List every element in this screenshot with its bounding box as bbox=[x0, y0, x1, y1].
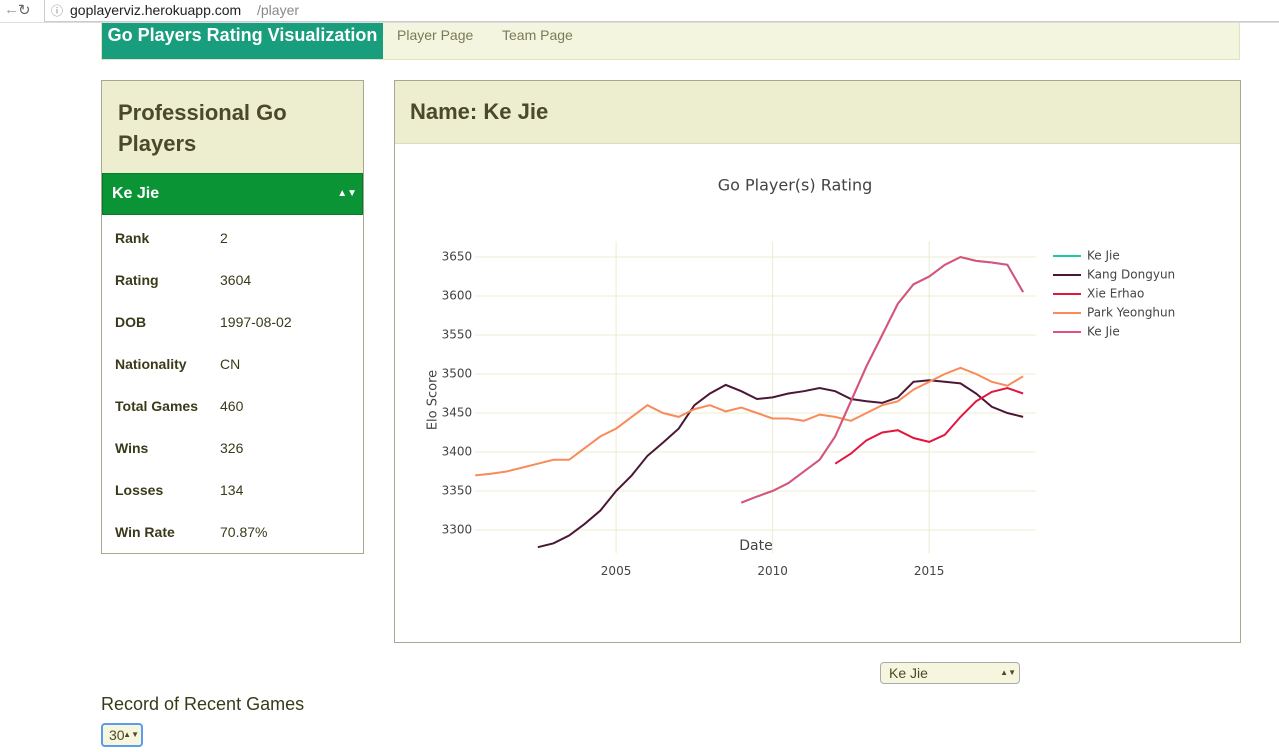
legend-label: Kang Dongyun bbox=[1087, 268, 1175, 282]
chart: Go Player(s) Rating Date Elo Score 3300 3… bbox=[426, 176, 1176, 578]
back-button[interactable]: ← bbox=[4, 1, 19, 18]
select-arrows: ▲▼ bbox=[123, 730, 139, 739]
chart-select-value: Ke Jie bbox=[889, 665, 928, 681]
chart-player-select[interactable]: Ke Jie ▲▼ bbox=[880, 662, 1020, 684]
y-tick-label: 3650 bbox=[442, 250, 473, 264]
info-value: 2 bbox=[220, 230, 228, 246]
series-line bbox=[537, 379, 1024, 549]
url-host: goplayerviz.herokuapp.com bbox=[70, 2, 242, 18]
selected-player: Ke Jie bbox=[112, 185, 160, 202]
chart-title: Go Player(s) Rating bbox=[718, 176, 873, 195]
select-arrows: ▲▼ bbox=[337, 188, 357, 199]
info-value: 3604 bbox=[220, 272, 252, 288]
info-value: 70.87% bbox=[220, 524, 268, 540]
info-label: Rank bbox=[115, 230, 150, 246]
nav-link[interactable]: Team Page bbox=[502, 27, 573, 43]
info-label: Rating bbox=[115, 272, 159, 288]
recent-count: 30 bbox=[109, 727, 125, 743]
info-label: Win Rate bbox=[115, 524, 175, 540]
x-tick-label: 2005 bbox=[601, 564, 632, 578]
chart-panel: Name: Ke Jie Go Player(s) Rating Date El… bbox=[394, 80, 1241, 643]
info-label: DOB bbox=[115, 314, 147, 330]
player-select[interactable]: Ke Jie ▲▼ bbox=[102, 173, 363, 215]
reload-button[interactable]: ↻ bbox=[18, 2, 31, 19]
recent-title: Record of Recent Games bbox=[101, 694, 305, 714]
info-label: Losses bbox=[115, 482, 164, 498]
y-axis-label: Elo Score bbox=[426, 370, 441, 430]
x-axis-label: Date bbox=[739, 538, 772, 554]
y-tick-label: 3500 bbox=[442, 367, 473, 381]
x-tick-label: 2015 bbox=[914, 564, 945, 578]
series-line bbox=[834, 386, 1024, 465]
info-label: Total Games bbox=[115, 398, 198, 414]
card-header: Professional Go Players bbox=[102, 81, 363, 173]
y-tick-label: 3400 bbox=[442, 445, 473, 459]
x-tick-label: 2010 bbox=[757, 564, 788, 578]
browser-bar: ← ↻ ⓘ goplayerviz.herokuapp.com/player bbox=[0, 0, 1279, 23]
card-title: Professional Go Players bbox=[118, 100, 287, 156]
legend-label: Park Yeonghun bbox=[1087, 306, 1175, 320]
info-value: CN bbox=[220, 356, 241, 372]
recent-count-select[interactable]: 30 ▲▼ bbox=[101, 723, 143, 747]
info-value: 326 bbox=[220, 440, 244, 456]
legend-label: Xie Erhao bbox=[1087, 287, 1144, 301]
legend-label: Ke Jie bbox=[1087, 249, 1120, 263]
info-value: 460 bbox=[220, 398, 244, 414]
url-path: /player bbox=[257, 2, 300, 18]
info-value: 1997-08-02 bbox=[220, 314, 292, 330]
legend-label: Ke Jie bbox=[1087, 325, 1120, 339]
series-line bbox=[740, 255, 1024, 504]
y-tick-label: 3600 bbox=[442, 289, 473, 303]
panel-header: Name: Ke Jie bbox=[395, 81, 1240, 144]
y-tick-label: 3300 bbox=[442, 523, 473, 537]
nav-link[interactable]: Player Page bbox=[397, 27, 474, 43]
info-label: Wins bbox=[115, 440, 149, 456]
select-arrows: ▲▼ bbox=[1000, 668, 1016, 677]
info-icon: ⓘ bbox=[51, 4, 64, 18]
y-tick-label: 3550 bbox=[442, 328, 473, 342]
info-label: Nationality bbox=[115, 356, 187, 372]
y-tick-label: 3350 bbox=[442, 484, 473, 498]
panel-title: Name: Ke Jie bbox=[410, 99, 549, 124]
player-card: Professional Go Players Ke Jie ▲▼ Rank 2 Ra… bbox=[101, 80, 364, 554]
info-value: 134 bbox=[220, 482, 244, 498]
address-bar[interactable]: ⓘ goplayerviz.herokuapp.com/player bbox=[44, 0, 1279, 22]
series-line bbox=[475, 366, 1024, 477]
series-line bbox=[740, 255, 1024, 504]
y-tick-label: 3450 bbox=[442, 406, 473, 420]
